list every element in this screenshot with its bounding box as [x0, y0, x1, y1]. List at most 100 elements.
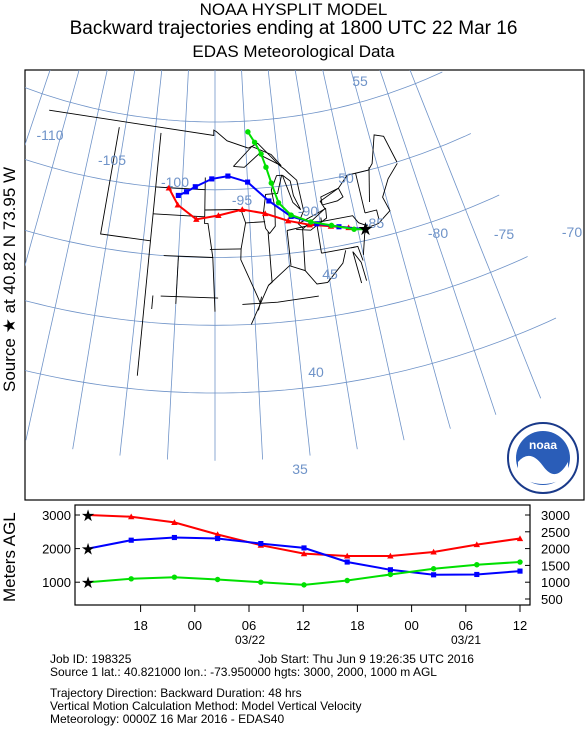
height-marker — [128, 537, 134, 543]
start-star-icon: ★ — [81, 508, 95, 525]
trajectory-marker — [268, 180, 275, 186]
height-marker — [258, 541, 264, 547]
boundary-line — [304, 250, 347, 285]
noaa-logo: noaa — [507, 422, 579, 494]
height-marker — [344, 552, 351, 559]
boundary-line — [362, 163, 398, 255]
height-marker — [474, 571, 480, 578]
trajectory-marker — [258, 151, 264, 157]
boundary-line — [245, 221, 266, 224]
height-marker — [517, 568, 523, 574]
y-tick-label-right: 2000 — [541, 542, 570, 557]
height-marker — [474, 562, 480, 568]
trajectory-marker — [225, 173, 231, 179]
boundary-line — [321, 246, 356, 254]
trajectory-marker — [192, 184, 198, 190]
longitude-label: -85 — [364, 215, 384, 231]
trajectory-marker — [165, 184, 173, 191]
boundary-line — [321, 215, 369, 227]
boundary-line — [153, 213, 205, 218]
meridian-line — [167, 70, 189, 460]
height-marker — [387, 571, 394, 578]
height-marker — [300, 550, 308, 557]
parallel-line — [25, 194, 500, 258]
latitude-label: 45 — [322, 266, 338, 282]
height-marker — [517, 559, 523, 565]
height-marker — [301, 582, 307, 588]
longitude-label: -75 — [494, 226, 514, 242]
y-tick-label-right: 1000 — [541, 575, 570, 590]
trajectory-marker — [245, 129, 251, 135]
map-area: -110 -105 -100 -95 -90 -85 -80 -75 -70 55 50 45 40 35… — [25, 70, 583, 477]
y-tick-label-right: 2500 — [541, 525, 570, 540]
boundary-line — [49, 109, 398, 230]
boundary-line — [242, 295, 319, 305]
longitude-label: -95 — [232, 192, 252, 208]
meteorology-info: Meteorology: 0000Z 16 Mar 2016 - EDAS40 — [50, 712, 285, 726]
height-marker — [128, 576, 134, 582]
height-marker — [430, 548, 437, 555]
vertical-motion-method: Vertical Motion Calculation Method: Mode… — [50, 699, 362, 713]
y-tick-label-left: 1000 — [42, 575, 71, 590]
y-tick-label-left: 3000 — [42, 508, 71, 523]
lat-lon-grid — [25, 70, 557, 461]
trajectory-marker — [288, 212, 294, 218]
x-tick-label: 12 — [296, 618, 310, 633]
trajectory-marker — [251, 139, 258, 146]
height-marker — [387, 552, 394, 559]
model-title: NOAA HYSPLIT MODEL — [199, 0, 388, 19]
boundary-line — [352, 251, 368, 284]
boundary-line — [175, 256, 179, 304]
boundary-line — [364, 209, 380, 220]
boundary-line — [296, 207, 328, 231]
boundary-line — [351, 245, 364, 261]
boundary-line — [151, 295, 154, 310]
longitude-label: -100 — [161, 174, 189, 190]
height-marker — [258, 579, 264, 585]
source-info: Source 1 lat.: 40.821000 lon.: -73.95000… — [50, 665, 437, 679]
meridian-line — [294, 70, 358, 450]
x-tick-label: 00 — [188, 618, 202, 633]
trajectory-marker — [284, 217, 292, 224]
boundary-line — [163, 255, 213, 258]
longitude-label: -110 — [37, 127, 64, 143]
trajectory-direction: Trajectory Direction: Backward Duration:… — [50, 686, 302, 700]
trajectory-marker — [328, 222, 335, 229]
boundary-line — [286, 230, 292, 266]
boundary-line — [204, 209, 241, 211]
trajectory-marker — [239, 206, 246, 213]
latitude-label: 50 — [338, 170, 354, 186]
trajectory-marker — [245, 179, 251, 185]
meridian-line — [350, 70, 451, 429]
grid-labels: -110 -105 -100 -95 -90 -85 -80 -75 -70 55 50 45 40 35 — [37, 73, 583, 477]
trajectory-marker — [209, 176, 215, 182]
parallel-line — [25, 317, 557, 394]
height-marker — [171, 519, 178, 525]
data-source-title: EDAS Meteorological Data — [192, 42, 395, 61]
longitude-label: -70 — [562, 224, 582, 240]
trajectory-marker — [261, 210, 269, 217]
height-panel: 12 06 00 18 12 06 00 18 03/22 03/21 3000 2000 1000 30… — [42, 508, 570, 647]
meridian-line — [119, 70, 163, 456]
x-tick-label: 18 — [350, 618, 364, 633]
height-marker — [171, 534, 177, 541]
y-tick-label-right: 3000 — [541, 508, 570, 523]
noaa-logo-text: noaa — [529, 438, 557, 452]
boundary-line — [262, 174, 283, 235]
height-marker — [431, 572, 437, 578]
trajectory-marker — [193, 216, 200, 222]
boundary-line — [368, 167, 370, 203]
x-tick-label: 06 — [459, 618, 473, 633]
boundary-line — [160, 295, 219, 299]
height-marker — [387, 567, 393, 573]
boundary-line — [281, 174, 302, 211]
meridian-line — [25, 70, 108, 441]
chart-title: Backward trajectories ending at 1800 UTC… — [69, 18, 518, 39]
latitude-label: 40 — [308, 364, 324, 380]
parallel-line — [25, 133, 471, 191]
map-frame — [24, 69, 585, 501]
trajectory-marker — [266, 198, 272, 204]
height-marker — [128, 513, 135, 520]
y-tick-label-right: 500 — [541, 592, 563, 607]
